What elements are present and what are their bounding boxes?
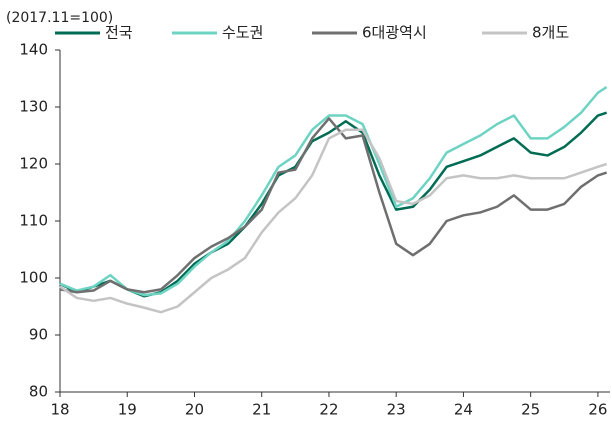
y-tick-label: 140 xyxy=(19,41,48,59)
legend-label: 수도권 xyxy=(222,24,263,42)
x-tick-label: 25 xyxy=(521,401,540,419)
y-tick-label: 100 xyxy=(19,269,48,287)
x-tick-label: 23 xyxy=(387,401,406,419)
y-tick-label: 120 xyxy=(19,155,48,173)
legend-label: 6대광역시 xyxy=(362,24,427,42)
x-tick-label: 26 xyxy=(588,401,607,419)
x-tick-label: 20 xyxy=(185,401,204,419)
x-tick-label: 19 xyxy=(118,401,137,419)
annotation: (2017.11=100) xyxy=(6,10,113,26)
legend-label: 8개도 xyxy=(532,24,569,42)
y-tick-label: 90 xyxy=(29,326,48,344)
y-tick-label: 130 xyxy=(19,98,48,116)
x-tick-label: 21 xyxy=(252,401,271,419)
series-line xyxy=(59,128,608,314)
series-line xyxy=(59,117,608,294)
y-tick-label: 80 xyxy=(29,383,48,401)
series-line xyxy=(59,86,608,297)
x-tick-label: 22 xyxy=(319,401,338,419)
legend-label: 전국 xyxy=(105,24,133,42)
x-tick-label: 18 xyxy=(50,401,69,419)
y-tick-label: 110 xyxy=(19,212,48,230)
x-tick-label: 24 xyxy=(454,401,473,419)
